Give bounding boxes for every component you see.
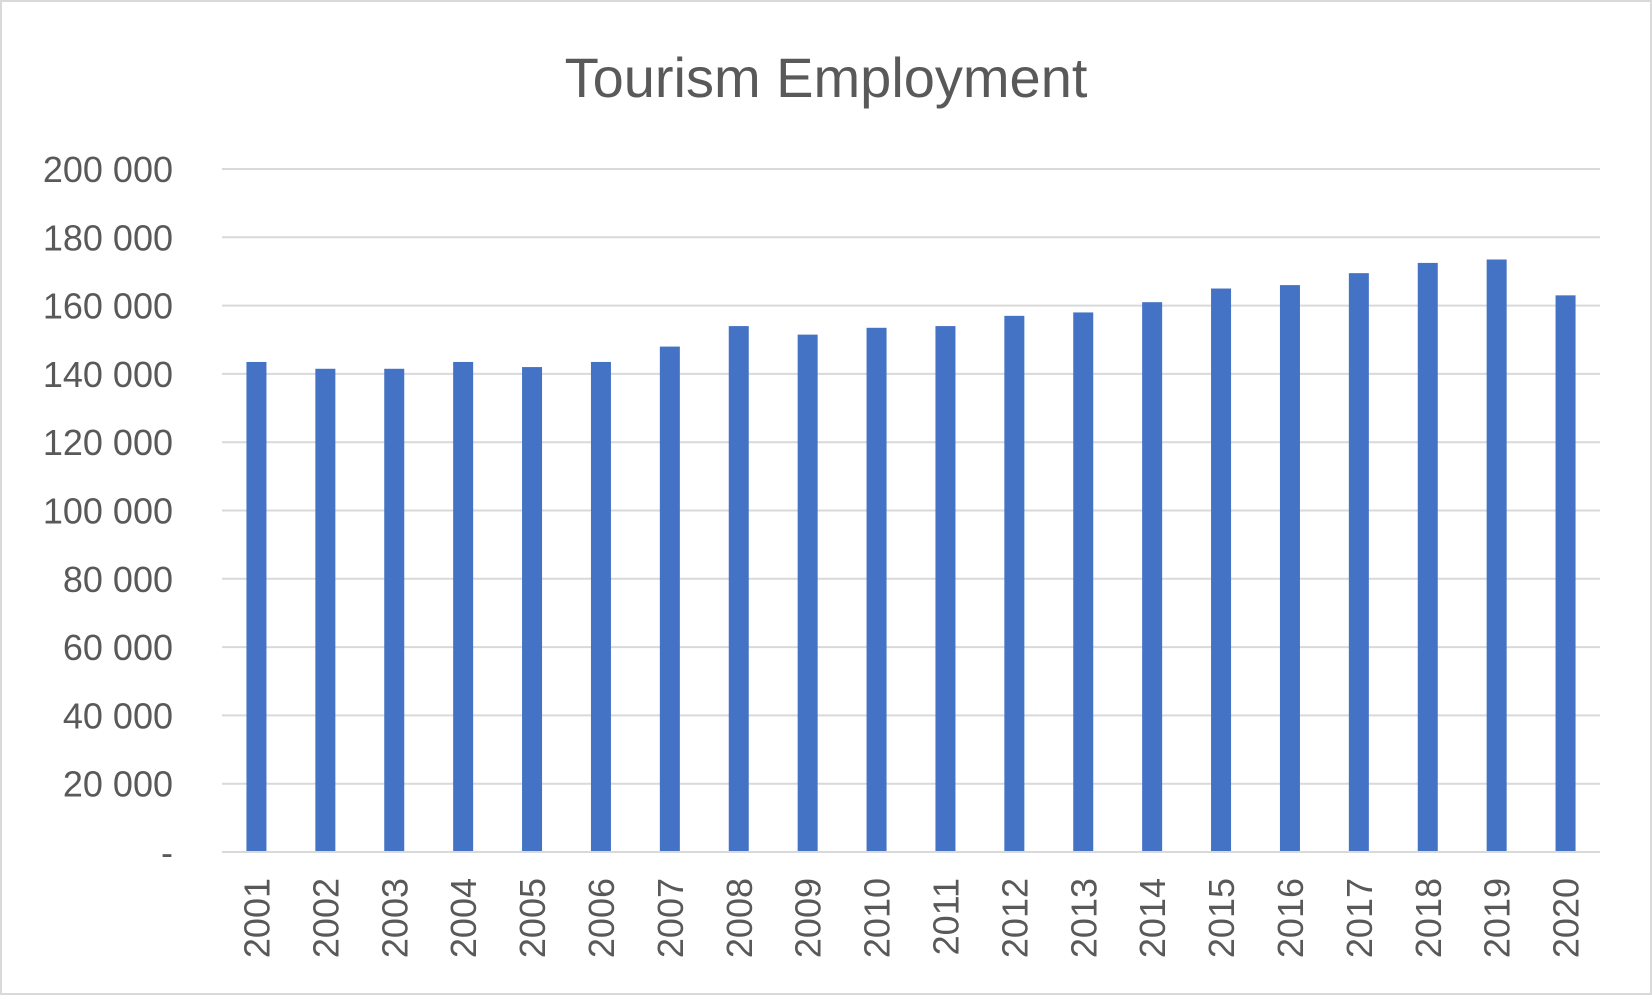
x-tick-label: 2020 bbox=[1546, 878, 1587, 958]
y-tick-label: - bbox=[161, 832, 173, 873]
y-axis-tick-labels: - 20 000 40 000 60 000 80 000 100 000 120 000 1… bbox=[43, 149, 173, 873]
bar-2003 bbox=[384, 368, 405, 852]
bar-2010 bbox=[866, 327, 887, 852]
x-tick-label: 2009 bbox=[788, 878, 829, 958]
x-tick-label: 2016 bbox=[1270, 878, 1311, 958]
bar-2007 bbox=[659, 346, 680, 852]
x-tick-label: 2018 bbox=[1408, 878, 1449, 958]
x-tick-label: 2006 bbox=[581, 878, 622, 958]
x-tick-label: 2014 bbox=[1132, 878, 1173, 958]
y-tick-label: 200 000 bbox=[43, 149, 173, 190]
bar-2006 bbox=[590, 361, 611, 852]
x-tick-label: 2002 bbox=[305, 878, 346, 958]
bar-2008 bbox=[728, 326, 749, 853]
bar-2018 bbox=[1417, 262, 1438, 853]
bar-2002 bbox=[315, 368, 336, 852]
x-tick-label: 2013 bbox=[1063, 878, 1104, 958]
x-tick-label: 2019 bbox=[1477, 878, 1518, 958]
bar-2011 bbox=[935, 326, 956, 853]
y-tick-label: 120 000 bbox=[43, 422, 173, 463]
bar-2014 bbox=[1142, 302, 1163, 852]
x-tick-label: 2007 bbox=[650, 878, 691, 958]
bar-2015 bbox=[1211, 288, 1232, 852]
x-tick-label: 2011 bbox=[925, 878, 966, 955]
x-tick-label: 2017 bbox=[1339, 878, 1380, 958]
y-tick-label: 20 000 bbox=[63, 764, 173, 805]
bar-2016 bbox=[1279, 285, 1300, 852]
y-tick-label: 180 000 bbox=[43, 217, 173, 258]
x-tick-label: 2004 bbox=[443, 878, 484, 958]
x-tick-label: 2012 bbox=[994, 878, 1035, 958]
x-tick-label: 2015 bbox=[1201, 878, 1242, 958]
x-tick-label: 2008 bbox=[719, 878, 760, 958]
y-tick-label: 60 000 bbox=[63, 627, 173, 668]
chart-title: Tourism Employment bbox=[565, 46, 1088, 109]
bar-2004 bbox=[453, 361, 474, 852]
bars bbox=[246, 259, 1576, 853]
bar-2017 bbox=[1348, 273, 1369, 853]
bar-2012 bbox=[1004, 315, 1025, 853]
bar-2009 bbox=[797, 334, 818, 852]
x-tick-label: 2010 bbox=[857, 878, 898, 958]
x-tick-label: 2003 bbox=[374, 878, 415, 958]
x-axis-tick-labels: 2001 2002 2003 2004 2005 2006 2007 2008 2009 2010… bbox=[236, 878, 1586, 958]
y-tick-label: 160 000 bbox=[43, 286, 173, 327]
bar-2005 bbox=[522, 367, 543, 852]
x-tick-label: 2005 bbox=[512, 878, 553, 958]
y-tick-label: 100 000 bbox=[43, 491, 173, 532]
bar-2020 bbox=[1555, 295, 1576, 853]
y-tick-label: 140 000 bbox=[43, 354, 173, 395]
bar-2013 bbox=[1073, 312, 1094, 852]
y-tick-label: 80 000 bbox=[63, 559, 173, 600]
y-tick-label: 40 000 bbox=[63, 695, 173, 736]
gridlines bbox=[222, 168, 1600, 785]
x-tick-label: 2001 bbox=[236, 878, 277, 958]
bar-2019 bbox=[1486, 259, 1507, 852]
bar-2001 bbox=[246, 361, 267, 852]
